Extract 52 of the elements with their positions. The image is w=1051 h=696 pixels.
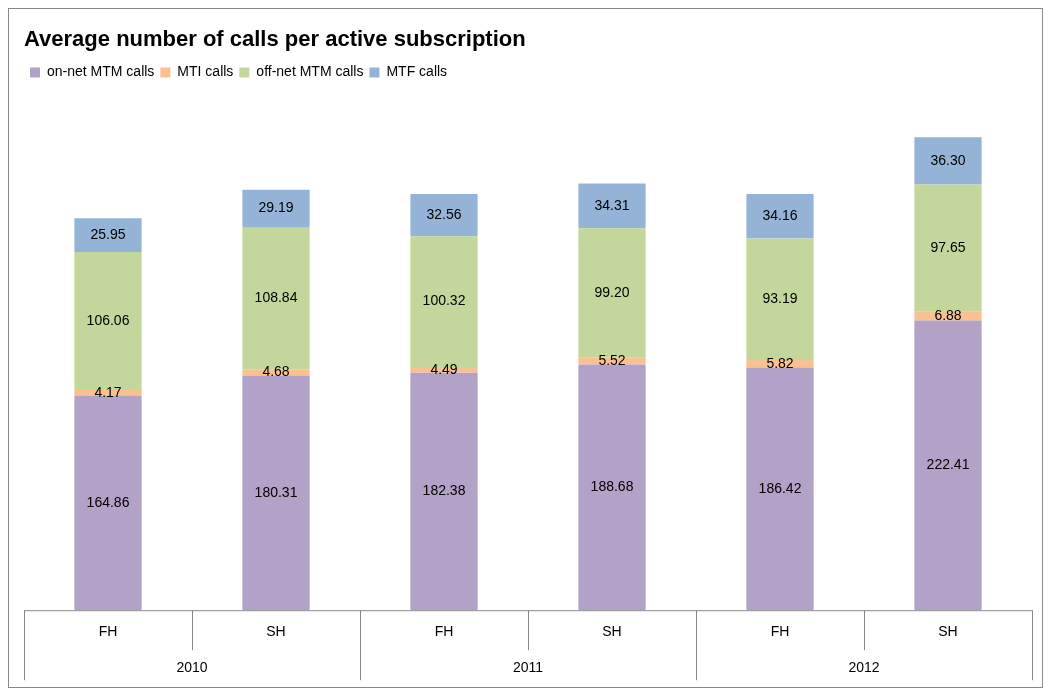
x-tick-label: FH [98, 623, 118, 640]
x-tick-label: SH [938, 623, 958, 640]
legend-label: on-net MTM calls [47, 63, 155, 80]
data-label: 5.82 [766, 354, 794, 371]
data-label: 5.52 [598, 351, 626, 368]
data-label: 6.88 [934, 307, 962, 323]
data-label: 100.32 [422, 292, 466, 309]
bar [914, 320, 982, 611]
data-label: 25.95 [90, 226, 126, 242]
data-label: 32.56 [426, 205, 462, 222]
data-label: 4.68 [262, 363, 290, 380]
bar [746, 194, 814, 239]
data-label: 34.31 [594, 196, 630, 213]
bar [746, 238, 814, 360]
data-label: 36.30 [930, 151, 966, 168]
data-label: 93.19 [762, 290, 798, 307]
text: 2010 [176, 659, 208, 676]
bar [578, 183, 646, 229]
bar [914, 184, 982, 312]
data-label: 97.65 [930, 238, 966, 255]
legend-label: off-net MTM calls [256, 63, 364, 80]
legend-label: MTF calls [386, 63, 448, 80]
data-label: 99.20 [594, 283, 630, 300]
data-label: 180.31 [254, 483, 298, 500]
data-label: 29.19 [258, 199, 294, 216]
bar [746, 367, 814, 611]
legend-label: MTI calls [177, 63, 234, 80]
x-tick-label: FH [770, 623, 790, 640]
x-tick-label: FH [434, 623, 454, 640]
bar [578, 364, 646, 611]
data-label: 222.41 [926, 456, 970, 473]
data-label: 188.68 [590, 478, 634, 495]
bar [74, 218, 142, 253]
text: 2011 [512, 659, 544, 676]
data-label: 4.49 [430, 360, 458, 377]
data-label: 182.38 [422, 482, 466, 499]
data-label: 108.84 [254, 289, 298, 306]
bar [914, 137, 982, 185]
chart-title: Average number of calls per active subscription [24, 26, 526, 52]
bar [242, 375, 310, 611]
data-label: 164.86 [86, 493, 130, 510]
bar [410, 372, 478, 611]
data-label: 4.17 [94, 383, 122, 400]
bar [74, 395, 142, 611]
bar [410, 193, 478, 237]
x-tick-label: SH [266, 623, 286, 640]
text: 2012 [848, 659, 880, 676]
data-label: 186.42 [758, 479, 802, 496]
bar [242, 189, 310, 228]
data-label: 106.06 [86, 311, 130, 328]
x-tick-label: SH [602, 623, 622, 640]
data-label: 34.16 [762, 207, 798, 224]
